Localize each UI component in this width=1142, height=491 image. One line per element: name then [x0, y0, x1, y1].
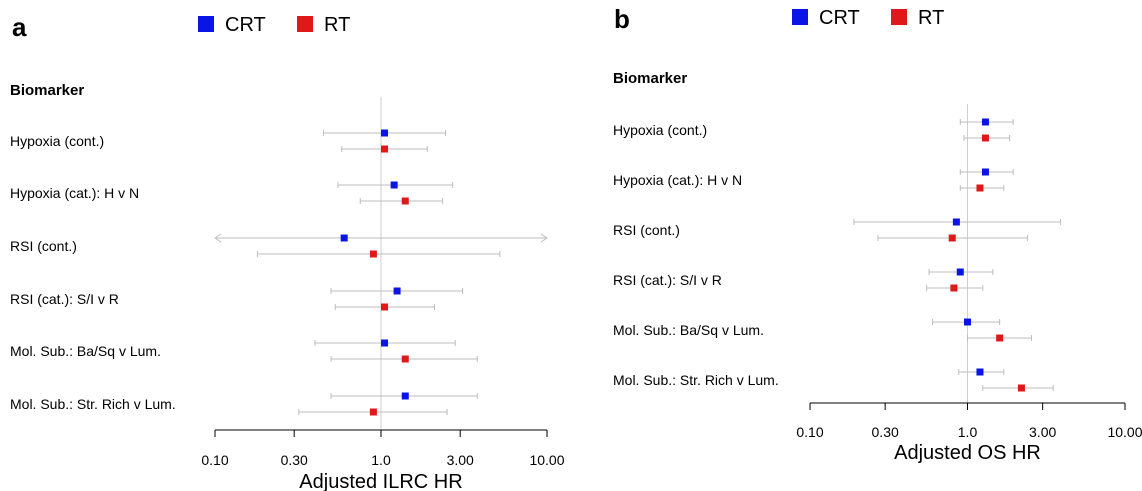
hr-point [1017, 384, 1025, 392]
hr-point [381, 303, 389, 311]
x-axis-title: Adjusted ILRC HR [299, 471, 462, 491]
panel-letter: b [614, 4, 630, 34]
series-crt [853, 118, 1062, 376]
row-label: Mol. Sub.: Str. Rich v Lum. [10, 396, 176, 412]
hr-point [393, 287, 401, 295]
x-axis: 0.10 0.30 1.0 3.00 10.00 Adjusted ILRC HR [201, 429, 565, 491]
row-label: Mol. Sub.: Str. Rich v Lum. [613, 372, 779, 388]
row-label: Hypoxia (cat.): H v N [10, 185, 139, 201]
x-tick-label: 3.00 [1029, 424, 1056, 440]
ci-arrow-left [214, 233, 222, 243]
hr-point [996, 334, 1004, 342]
hr-point [976, 184, 984, 192]
x-axis: 0.10 0.30 1.0 3.00 10.00 Adjusted OS HR [796, 402, 1142, 464]
biomarker-header: Biomarker [613, 70, 687, 87]
ci-bar [359, 198, 444, 204]
x-axis-title: Adjusted OS HR [894, 442, 1041, 464]
hr-point [956, 268, 964, 276]
ci-bar [214, 233, 548, 243]
legend-item-crt: CRT [792, 7, 860, 29]
row-label: Mol. Sub.: Ba/Sq v Lum. [613, 322, 764, 338]
legend-swatch [198, 16, 214, 32]
x-tick-label: 0.10 [796, 424, 823, 440]
hr-point [369, 250, 377, 258]
x-tick-label: 0.30 [872, 424, 899, 440]
hr-point [369, 408, 377, 416]
legend-item-rt: RT [891, 7, 944, 29]
hr-point [381, 145, 389, 153]
x-tick-label: 3.00 [447, 452, 474, 468]
ci-bar [256, 251, 501, 257]
hr-point [950, 284, 958, 292]
row-label: RSI (cat.): S/I v R [613, 272, 722, 288]
row-label: RSI (cat.): S/I v R [10, 291, 119, 307]
row-label: RSI (cont.) [10, 238, 77, 254]
hr-point [381, 129, 389, 137]
panel-b: b CRT RT Biomarker Hypoxia (cont.) Hypoxia (c… [613, 4, 1142, 464]
legend-item-crt: CRT [198, 14, 266, 36]
hr-point [981, 118, 989, 126]
series-rt [877, 134, 1054, 392]
hr-point [390, 181, 398, 189]
legend-swatch [297, 16, 313, 32]
hr-point [381, 339, 389, 347]
hr-point [340, 234, 348, 242]
row-label: Hypoxia (cont.) [10, 133, 104, 149]
x-tick-label: 0.30 [281, 452, 308, 468]
legend-label: RT [324, 14, 350, 36]
legend-item-rt: RT [297, 14, 350, 36]
x-tick-label: 10.00 [1107, 424, 1142, 440]
row-label: Hypoxia (cat.): H v N [613, 172, 742, 188]
panel-letter: a [12, 12, 27, 42]
hr-point [948, 234, 956, 242]
ci-arrow-right [540, 233, 548, 243]
hr-point [976, 368, 984, 376]
hr-point [964, 318, 971, 326]
legend: CRT RT [792, 7, 944, 29]
row-label: Hypoxia (cont.) [613, 122, 707, 138]
hr-point [401, 355, 409, 363]
legend-label: CRT [225, 14, 266, 36]
hr-point [952, 218, 960, 226]
x-tick-label: 0.10 [201, 452, 228, 468]
x-tick-label: 1.0 [958, 424, 978, 440]
hr-point [981, 134, 989, 142]
hr-point [401, 197, 409, 205]
hr-point [401, 392, 409, 400]
hr-point [981, 168, 989, 176]
panel-a: a CRT RT Biomarker Hypoxia (cont.) Hypoxia (c… [10, 12, 565, 491]
row-label: Mol. Sub.: Ba/Sq v Lum. [10, 343, 161, 359]
legend-swatch [891, 9, 907, 25]
legend: CRT RT [198, 14, 350, 36]
x-tick-label: 10.00 [529, 452, 564, 468]
row-label: RSI (cont.) [613, 222, 680, 238]
series-rt [256, 145, 501, 416]
x-tick-label: 1.0 [371, 452, 391, 468]
legend-label: RT [918, 7, 944, 29]
legend-swatch [792, 9, 808, 25]
biomarker-header: Biomarker [10, 82, 84, 99]
legend-label: CRT [819, 7, 860, 29]
series-crt [214, 129, 548, 400]
